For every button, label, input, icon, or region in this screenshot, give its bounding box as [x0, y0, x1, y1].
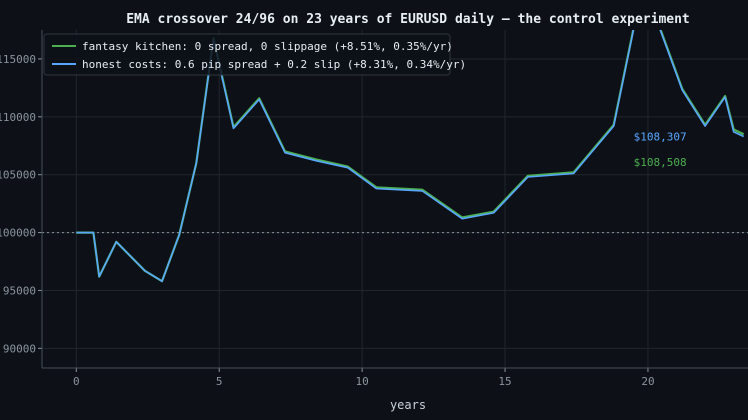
legend: fantasy kitchen: 0 spread, 0 slippage (+…	[43, 33, 466, 76]
y-tick-label: 110000	[0, 111, 36, 124]
series-line-honest	[76, 30, 745, 282]
x-tick-label: 15	[498, 375, 511, 388]
legend-label-honest: honest costs: 0.6 pip spread + 0.2 slip …	[82, 58, 466, 71]
chart-title: EMA crossover 24/96 on 23 years of EURUS…	[126, 12, 690, 27]
y-tick-label: 100000	[0, 227, 36, 240]
y-tick-label: 105000	[0, 169, 36, 182]
x-tick-label: 5	[216, 375, 223, 388]
series-group	[76, 30, 745, 283]
x-tick-label: 10	[356, 375, 369, 388]
x-axis-label: years	[390, 398, 426, 412]
x-tick-label: 0	[73, 375, 80, 388]
axes: 90000 95000 100000 105000 110000 115000 0 5 10 15…	[0, 30, 748, 388]
y-tick-label: 95000	[3, 284, 36, 297]
grid-lines	[42, 30, 748, 368]
end-label-honest: $108,307	[634, 130, 687, 143]
x-tick-label: 20	[641, 375, 654, 388]
end-label-fantasy: $108,508	[634, 156, 687, 169]
legend-box	[43, 33, 451, 76]
legend-label-fantasy: fantasy kitchen: 0 spread, 0 slippage (+…	[82, 40, 453, 53]
end-labels: $108,508 $108,307	[634, 130, 687, 169]
y-tick-label: 115000	[0, 53, 36, 66]
y-tick-label: 90000	[3, 342, 36, 355]
